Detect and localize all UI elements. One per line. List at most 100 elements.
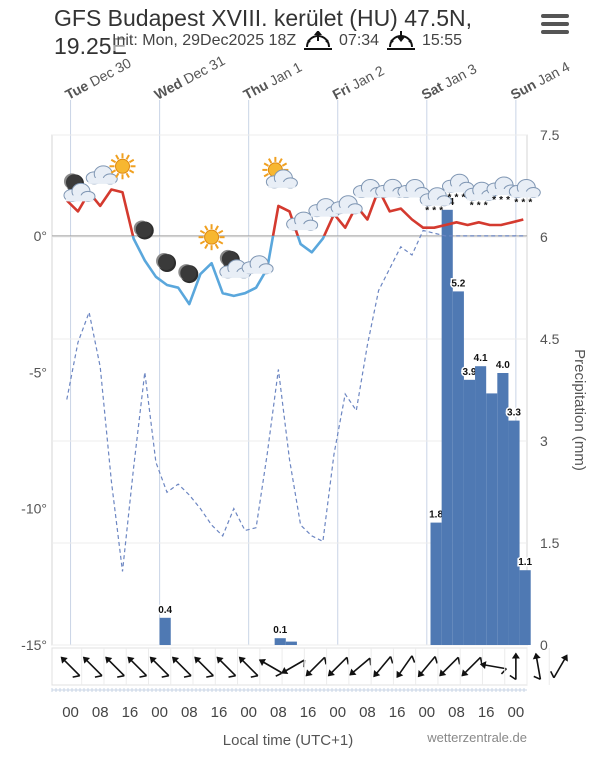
wind-arrow-icon: [127, 656, 148, 678]
snow-cloud-icon: [441, 173, 474, 193]
y2-tick-label: 4.5: [540, 331, 560, 347]
wind-arrow-icon: [509, 652, 520, 681]
wind-arrow-icon: [327, 656, 350, 677]
day-label: Thu Jan 1: [241, 58, 305, 102]
init-label: Init: Mon, 29Dec2025 18Z: [112, 32, 297, 50]
x-tick-label: 00: [62, 704, 79, 721]
wind-arrow-icon: [417, 656, 438, 678]
cloud-icon: [375, 178, 408, 198]
wind-arrow-icon: [461, 656, 483, 677]
precip-bar: [430, 522, 442, 645]
y2-tick-label: 7.5: [540, 127, 560, 143]
x-tick-label: 16: [211, 704, 228, 721]
sun-cloud-icon: [262, 156, 298, 189]
page-title: GFS Budapest XVIII. kerület (HU) 47.5N, …: [54, 5, 472, 59]
day-label: Sun Jan 4: [508, 58, 573, 103]
x-tick-label: 00: [240, 704, 257, 721]
x-tick-label: 00: [151, 704, 168, 721]
precip-bar: [486, 393, 498, 645]
wind-arrow-icon: [238, 656, 259, 678]
wind-arrow-icon: [396, 655, 416, 678]
y2-tick-label: 3: [540, 433, 548, 449]
snowflake-icon: *: [477, 200, 481, 211]
sun-icon: [198, 224, 225, 251]
brand-label: wetterzentrale.de: [426, 730, 527, 745]
snowflake-icon: *: [499, 195, 503, 206]
precip-bar: [441, 209, 453, 646]
snowflake-icon: *: [462, 192, 466, 203]
x-tick-label: 08: [181, 704, 198, 721]
precip-bar: [497, 373, 509, 645]
y2-axis-title: Precipitation (mm): [571, 349, 588, 471]
precip-value-label: 4.0: [496, 360, 510, 371]
y2-tick-label: 6: [540, 229, 548, 245]
snowflake-icon: *: [514, 198, 518, 209]
moon-icon: [133, 220, 154, 240]
precip-bar: [475, 366, 487, 645]
precip-value-label: 4.1: [474, 353, 488, 364]
x-tick-label: 00: [508, 704, 525, 721]
precip-value-label: 3.9: [463, 367, 477, 378]
snowflake-icon: *: [528, 198, 532, 209]
precip-bar: [508, 420, 520, 645]
x-tick-label: 08: [359, 704, 376, 721]
precip-bar: [519, 570, 531, 645]
x-tick-label: 08: [270, 704, 287, 721]
moon-cloud-icon: [219, 249, 252, 279]
y2-tick-label: 0: [540, 637, 548, 653]
x-tick-label: 08: [448, 704, 465, 721]
dewpoint-line: [66, 229, 524, 572]
x-axis-title: Local time (UTC+1): [223, 732, 353, 749]
wind-arrow-icon: [305, 656, 327, 677]
snowflake-icon: *: [425, 206, 429, 217]
cloud-icon: [286, 211, 319, 231]
snowflake-icon: *: [432, 206, 436, 217]
day-label: Tue Dec 30: [62, 55, 133, 103]
precip-bar: [452, 291, 464, 645]
wind-arrow-icon: [105, 656, 125, 678]
y-tick-label: -5°: [29, 364, 47, 380]
snowflake-icon: *: [484, 200, 488, 211]
sun-icon: [109, 153, 136, 180]
y-tick-label: -10°: [21, 501, 47, 517]
precip-value-label: 1.8: [429, 510, 443, 521]
precip-value-label: 5.2: [451, 278, 465, 289]
wind-arrow-icon: [532, 652, 542, 681]
cloud-icon: [85, 165, 118, 185]
sunrise-time: 07:34: [339, 32, 380, 50]
snowflake-icon: *: [521, 198, 525, 209]
wind-strip: [51, 647, 528, 686]
x-tick-label: 16: [478, 704, 495, 721]
snowflake-icon: *: [455, 192, 459, 203]
wind-arrow-icon: [349, 657, 372, 676]
wind-arrow-icon: [60, 656, 81, 678]
sunrise-icon: [303, 31, 332, 50]
sunset-icon: [386, 31, 415, 50]
y-tick-label: -15°: [21, 637, 47, 653]
snow-cloud-icon: [508, 179, 541, 199]
wind-arrow-icon: [194, 656, 214, 678]
precip-value-label: 0.1: [273, 625, 287, 636]
cloud-icon: [241, 255, 274, 275]
snowflake-icon: *: [439, 206, 443, 217]
x-tick-label: 16: [300, 704, 317, 721]
precip-bar: [159, 617, 171, 645]
wind-arrow-icon: [258, 659, 283, 677]
day-label: Fri Jan 2: [330, 62, 387, 103]
precip-bar: [285, 641, 297, 645]
moon-icon: [178, 264, 199, 284]
snowflake-icon: *: [470, 200, 474, 211]
x-tick-label: 16: [389, 704, 406, 721]
wind-arrow-icon: [149, 656, 170, 678]
x-tick-label: 00: [418, 704, 435, 721]
wind-arrow-icon: [82, 656, 103, 678]
wind-arrow-icon: [171, 656, 192, 678]
hamburger-menu-icon[interactable]: [541, 14, 569, 38]
wind-arrow-icon: [479, 661, 507, 675]
wind-arrow-icon: [549, 654, 568, 679]
snowflake-icon: *: [506, 195, 510, 206]
moon-cloud-icon: [63, 173, 96, 202]
snowflake-icon: *: [492, 195, 496, 206]
wind-arrow-icon: [439, 656, 461, 677]
snow-cloud-icon: [419, 187, 452, 207]
